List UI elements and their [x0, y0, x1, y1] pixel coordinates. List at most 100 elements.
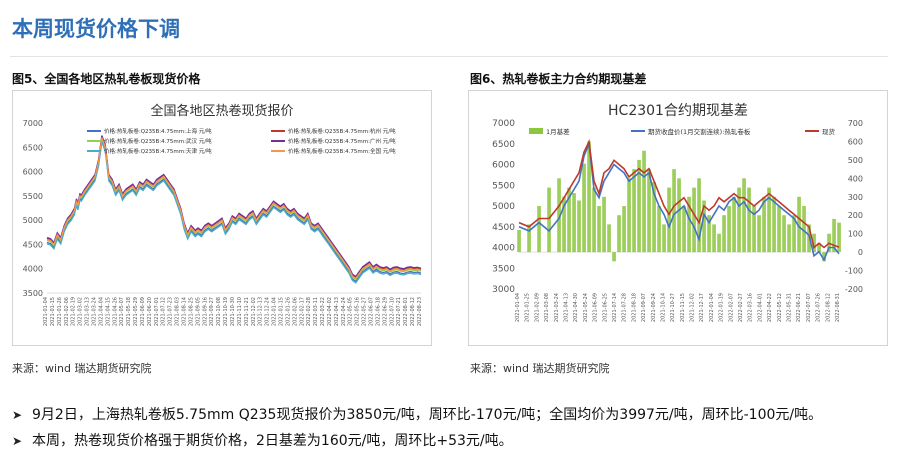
x-tick-label: 2021-10-14: [660, 293, 666, 322]
legend-label: 1月基差: [546, 127, 570, 136]
bullet-item: ➤ 本周，热卷现货价格强于期货价格，2日基差为160元/吨，周环比+53元/吨。: [12, 428, 892, 454]
x-tick-label: 2022-04-02: [327, 297, 333, 326]
basis-bar: [662, 224, 666, 253]
x-tick-label: 2022-05-12: [777, 293, 783, 322]
basis-bar: [607, 224, 611, 253]
x-tick-label: 2021-09-24: [651, 293, 657, 322]
x-tick-label: 2021-02-06: [64, 297, 70, 326]
x-tick-label: 2022-08-12: [410, 297, 416, 326]
x-tick-label: 2021-03-08: [544, 293, 550, 322]
basis-bar: [777, 206, 781, 253]
x-tick-label: 2021-04-15: [105, 297, 111, 326]
basis-bar: [562, 196, 566, 253]
x-tick-label: 2022-01-15: [278, 297, 284, 326]
arrow-icon: ➤: [12, 408, 23, 422]
x-tick-label: 2022-02-06: [292, 297, 298, 326]
legend-label: 价格:热轧板卷:Q235B:4.75mm:武汉 元/吨: [104, 137, 212, 145]
x-tick-label: 2021-08-18: [631, 293, 637, 322]
x-tick-label: 2021-11-21: [244, 297, 250, 326]
page-title: 本周现货价格下调: [12, 17, 180, 41]
x-tick-label: 2021-07-23: [168, 297, 174, 326]
basis-bar: [782, 215, 786, 253]
y-tick-label-left: 4000: [492, 244, 515, 254]
x-tick-label: 2021-12-17: [699, 293, 705, 322]
y-tick-label: 4500: [23, 240, 43, 249]
series-line: [46, 137, 422, 280]
basis-bar: [572, 193, 576, 253]
y-tick-label-right: 400: [848, 174, 863, 183]
basis-bar: [627, 178, 631, 253]
x-tick-label: 2021-01-25: [525, 293, 531, 322]
x-tick-label: 2021-06-20: [147, 297, 153, 326]
basis-bar: [802, 206, 806, 253]
x-tick-label: 2022-01-26: [285, 297, 291, 326]
y-tick-label-left: 6000: [492, 161, 515, 171]
arrow-icon: ➤: [12, 434, 23, 448]
x-tick-label: 2021-04-30: [573, 293, 579, 322]
x-tick-label: 2021-12-02: [690, 293, 696, 322]
legend-label: 价格:热轧板卷:Q235B:4.75mm:广州 元/吨: [288, 137, 396, 145]
x-tick-label: 2022-04-24: [341, 297, 347, 326]
x-tick-label: 2021-12-24: [265, 297, 271, 326]
basis-bar: [797, 196, 801, 253]
series-line: [46, 141, 422, 284]
x-tick-label: 2021-09-16: [202, 297, 208, 326]
basis-bar: [757, 215, 761, 253]
x-tick-label: 2022-02-27: [738, 293, 744, 322]
series-line: [46, 136, 422, 279]
spot-price-chart: 全国各地区热卷现货报价 3500 4000 4500 5000 5500 6000 6500 7…: [23, 103, 423, 326]
series-line: [46, 138, 422, 281]
basis-bar: [672, 169, 676, 253]
basis-bar: [767, 187, 771, 253]
x-tick-label: 2021-11-15: [680, 293, 686, 322]
basis-bar: [762, 196, 766, 253]
legend-label: 期货收盘价(1月交割连续):热轧卷板: [648, 127, 751, 136]
x-tick-label: 2021-05-24: [583, 293, 589, 322]
x-tick-label: 2021-08-25: [188, 297, 194, 326]
x-tick-label: 2022-07-10: [389, 297, 395, 326]
basis-bar: [837, 222, 841, 253]
basis-bar: [612, 252, 616, 262]
basis-chart: HC2301合约期现基差3000350040004500500055006000…: [492, 102, 863, 322]
chart-title: 全国各地区热卷现货报价: [150, 103, 293, 119]
title-divider: [10, 56, 888, 57]
x-tick-label: 2021-11-10: [237, 297, 243, 326]
basis-bar: [792, 215, 796, 253]
basis-bar: [602, 196, 606, 253]
bullet-item: ➤ 9月2日，上海热轧卷板5.75mm Q235现货报价为3850元/吨，周环比-…: [12, 402, 892, 428]
x-tick-label: 2021-09-07: [641, 293, 647, 322]
x-tick-label: 2022-07-21: [396, 297, 402, 326]
x-tick-label: 2022-02-17: [299, 297, 305, 326]
x-tick-label: 2022-05-27: [362, 297, 368, 326]
basis-bar: [642, 150, 646, 253]
x-tick-label: 2022-06-18: [375, 297, 381, 326]
chart-title: HC2301合约期现基差: [608, 102, 748, 119]
x-tick-label: 2021-08-03: [175, 297, 181, 326]
series-line: [46, 140, 422, 283]
y-tick-label-right: 300: [848, 193, 863, 202]
basis-bar: [747, 187, 751, 253]
x-tick-label: 2021-12-02: [251, 297, 257, 326]
basis-bar: [722, 215, 726, 253]
basis-bar: [622, 206, 626, 253]
x-tick-label: 2022-06-07: [369, 297, 375, 326]
x-tick-label: 2022-03-22: [320, 297, 326, 326]
basis-bar: [727, 206, 731, 253]
basis-bar: [657, 206, 661, 253]
basis-bar: [557, 178, 561, 253]
y-tick-label-left: 5000: [492, 202, 515, 212]
y-tick-label-left: 6500: [492, 140, 515, 150]
x-tick-label: 2021-07-14: [612, 293, 618, 322]
basis-bar: [692, 187, 696, 253]
x-tick-label: 2021-04-13: [563, 293, 569, 322]
y-tick-label-right: 200: [848, 211, 863, 220]
basis-bar: [582, 163, 586, 253]
basis-bar: [702, 200, 706, 253]
x-tick-label: 2021-07-28: [622, 293, 628, 322]
basis-bar: [737, 187, 741, 253]
x-tick-label: 2021-08-14: [182, 297, 188, 326]
y-tick-label: 5000: [23, 216, 43, 225]
basis-bar: [817, 242, 821, 253]
x-tick-label: 2021-03-24: [91, 297, 97, 326]
x-tick-label: 2021-02-19: [71, 297, 77, 326]
